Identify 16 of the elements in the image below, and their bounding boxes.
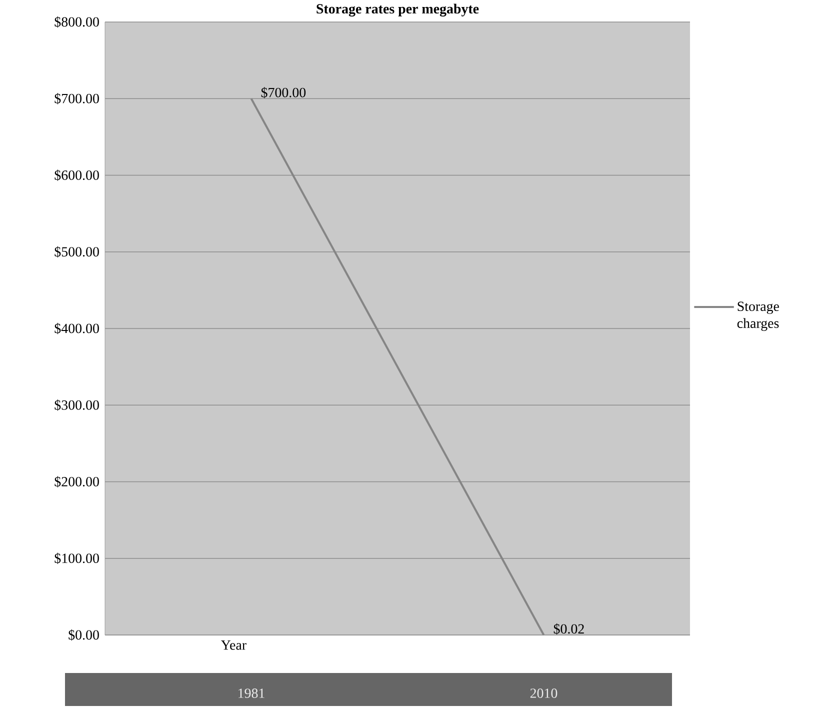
chart-title: Storage rates per megabyte <box>316 4 479 16</box>
y-tick-label: $800.00 <box>54 16 99 28</box>
y-tick-label: $400.00 <box>54 322 99 334</box>
y-tick-label: $100.00 <box>54 552 99 564</box>
data-label: $0.02 <box>554 623 584 635</box>
x-tick-label: 2010 <box>530 688 558 698</box>
y-tick-label: $0.00 <box>68 629 99 641</box>
data-label: $700.00 <box>261 87 306 98</box>
x-tick-label: 1981 <box>238 688 264 698</box>
y-tick-label: $700.00 <box>54 93 99 104</box>
y-tick-label: $200.00 <box>54 476 99 488</box>
y-tick-label: $500.00 <box>54 246 99 258</box>
y-tick-label: $300.00 <box>54 400 99 411</box>
y-tick-label: $600.00 <box>54 170 99 181</box>
legend-label: Storage charges <box>737 302 779 331</box>
x-axis-title: Year <box>221 640 246 650</box>
